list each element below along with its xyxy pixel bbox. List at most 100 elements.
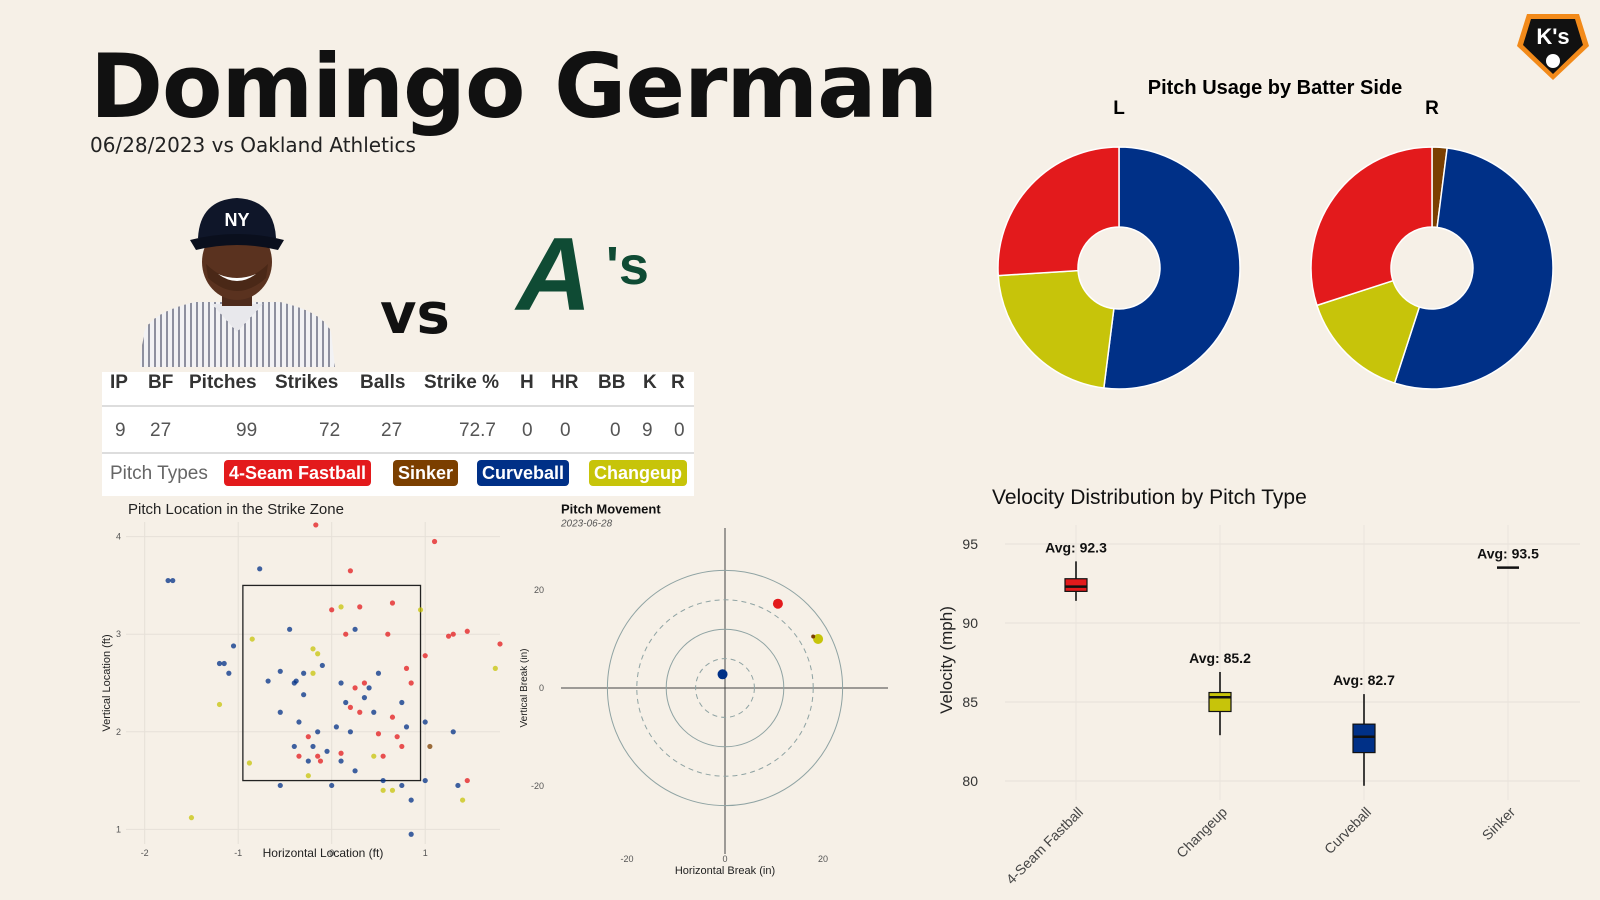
- y-tick-label: 3: [116, 629, 121, 639]
- pitch-location-point: [399, 782, 405, 789]
- movement-ring: [636, 599, 814, 777]
- pitch-location-point: [450, 631, 456, 637]
- pitch-location-point: [371, 753, 377, 759]
- y-tick-label: 80: [962, 773, 978, 789]
- pitch-location-point: [366, 685, 372, 691]
- team-logo-s: 's: [606, 236, 649, 296]
- pitch-location-point: [329, 782, 335, 789]
- y-tick-label: -20: [531, 781, 544, 791]
- x-tick-label: 0: [329, 848, 334, 858]
- pitch-location-point: [305, 773, 311, 779]
- stats-value-h: 0: [522, 420, 533, 441]
- pitch-location-point: [343, 631, 349, 637]
- pitch-usage-panel-label: L: [1113, 98, 1125, 119]
- stats-value-ip: 9: [115, 420, 126, 441]
- stats-header-strikes: Strikes: [275, 372, 339, 393]
- opponent-team-logo: A 's: [513, 218, 649, 328]
- movement-ring: [695, 658, 755, 718]
- pitch-types-legend: Pitch Types 4-Seam Fastball Sinker Curve…: [110, 460, 694, 488]
- pitch-location-point: [352, 626, 358, 632]
- pitch-location-point: [296, 719, 302, 725]
- pie-slice: [1310, 146, 1433, 307]
- team-logo-letter: A: [513, 218, 591, 328]
- brand-logo: K's: [1517, 14, 1589, 80]
- pitch-location-point: [333, 724, 339, 730]
- pitch-usage-panel-label: R: [1425, 98, 1439, 119]
- strike-zone-title: Pitch Location in the Strike Zone: [128, 501, 344, 518]
- stats-header-bb: BB: [598, 372, 626, 393]
- x-tick-label: Curveball: [1321, 804, 1374, 857]
- pie-slice: [1102, 146, 1241, 390]
- pitch-location-point: [165, 577, 171, 584]
- pitch-movement-title: Pitch Movement: [561, 502, 661, 517]
- box-body: [1064, 578, 1088, 592]
- stats-value-bf: 27: [150, 420, 172, 441]
- pitch-location-point: [216, 701, 223, 708]
- pitch-location-point: [287, 626, 293, 632]
- pitch-location-point: [310, 670, 316, 676]
- pitch-location-point: [347, 704, 353, 710]
- pitch-location-point: [497, 641, 503, 647]
- pitch-location-point: [329, 607, 335, 613]
- box-avg-label: Avg: 82.7: [1333, 672, 1395, 688]
- pitch-location-point: [257, 566, 263, 572]
- pitch-location-point: [338, 604, 344, 610]
- strike-zone-chart: Pitch Location in the Strike Zone -2 -1 0 1 1…: [101, 501, 503, 860]
- pitch-location-point: [408, 831, 414, 837]
- stats-header-balls: Balls: [360, 372, 406, 393]
- stats-table: IP BF Pitches Strikes Balls Strike % H H…: [102, 372, 694, 496]
- legend-chip-curveball: Curveball: [477, 460, 570, 486]
- pitch-location-point: [338, 750, 344, 756]
- pitch-location-point: [394, 734, 400, 740]
- legend-chip-changeup: Changeup: [589, 460, 687, 486]
- vs-label: vs: [380, 282, 450, 347]
- stats-value-bb: 0: [610, 420, 621, 441]
- pitch-location-point: [422, 653, 428, 659]
- pitch-usage-title: Pitch Usage by Batter Side: [1148, 77, 1403, 99]
- game-subtitle: 06/28/2023 vs Oakland Athletics: [90, 133, 416, 157]
- pitch-location-point: [315, 753, 321, 759]
- pitch-location-point: [427, 743, 433, 750]
- x-tick-label: Changeup: [1173, 804, 1230, 861]
- pitch-location-point: [417, 607, 424, 613]
- y-tick-label: 95: [962, 536, 978, 552]
- movement-ring: [665, 628, 785, 748]
- movement-point: [772, 598, 783, 609]
- pitch-location-point: [277, 709, 283, 715]
- stats-header-h: H: [520, 372, 534, 393]
- stats-value-balls: 27: [381, 420, 403, 441]
- stats-header-hr: HR: [551, 372, 579, 393]
- pitch-location-point: [403, 665, 410, 671]
- pitch-location-point: [293, 678, 299, 684]
- pitch-location-point: [352, 685, 358, 691]
- pitch-location-point: [464, 628, 470, 634]
- pitch-location-point: [291, 743, 297, 750]
- pitch-usage-chart: Pitch Usage by Batter Side L R: [997, 77, 1554, 390]
- pitch-location-point: [301, 692, 307, 698]
- pitch-location-point: [246, 760, 253, 766]
- pitch-location-point: [352, 768, 358, 774]
- pitch-location-point: [305, 758, 311, 764]
- x-tick-label: -2: [141, 848, 149, 858]
- pitch-location-point: [371, 709, 377, 715]
- x-tick-label: 20: [818, 854, 828, 864]
- box-avg-label: Avg: 93.5: [1477, 546, 1539, 562]
- x-axis-label: Horizontal Break (in): [675, 865, 775, 877]
- y-axis-label: Vertical Break (in): [520, 649, 530, 728]
- movement-ring: [606, 569, 844, 807]
- stats-value-strikes: 72: [319, 420, 341, 441]
- velocity-title: Velocity Distribution by Pitch Type: [992, 486, 1307, 509]
- x-tick-label: -1: [234, 848, 242, 858]
- box-avg-label: Avg: 92.3: [1045, 539, 1107, 555]
- pitch-location-point: [277, 782, 283, 789]
- pitch-location-point: [347, 568, 353, 574]
- pitch-location-point: [361, 680, 368, 686]
- pitch-location-point: [265, 678, 271, 684]
- pitch-location-point: [317, 758, 324, 764]
- y-axis-label: Vertical Location (ft): [101, 634, 113, 731]
- pitch-location-point: [296, 753, 302, 759]
- pitch-location-point: [399, 699, 405, 706]
- pitch-location-point: [343, 699, 349, 706]
- page-title: Domingo German: [90, 35, 938, 138]
